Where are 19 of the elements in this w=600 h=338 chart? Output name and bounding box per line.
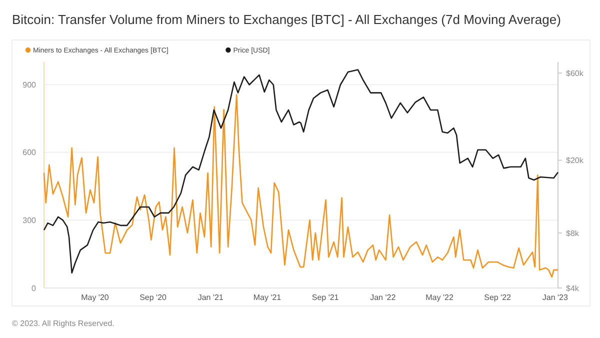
y-tick-label: 300 <box>22 216 37 225</box>
y2-tick-label: $60k <box>566 68 584 78</box>
text: © 2023. All Rights Reserved. <box>12 319 114 328</box>
x-tick-label: Jan '21 <box>198 293 224 302</box>
x-tick-label: Sep '21 <box>312 293 340 302</box>
y-tick-label: 0 <box>32 284 37 293</box>
x-tick-label: Sep '20 <box>140 293 168 302</box>
y2-tick-label: $8k <box>566 228 580 238</box>
y-tick-label: 900 <box>22 80 37 90</box>
y2-tick-label: $4k <box>566 284 580 293</box>
chart-title: Bitcoin: Transfer Volume from Miners to Exchanges [BTC] - All Exchanges (7d Moving Average) <box>12 12 561 27</box>
y-tick-label: 600 <box>22 148 37 158</box>
x-tick-label: May '21 <box>253 293 282 302</box>
x-tick-label: Jan '22 <box>370 293 396 302</box>
x-tick-label: Sep '22 <box>484 293 512 302</box>
x-tick-label: Jan '23 <box>542 293 568 302</box>
x-tick-label: May '22 <box>426 293 454 302</box>
y2-tick-label: $20k <box>566 156 584 166</box>
x-tick-label: May '20 <box>81 293 110 302</box>
